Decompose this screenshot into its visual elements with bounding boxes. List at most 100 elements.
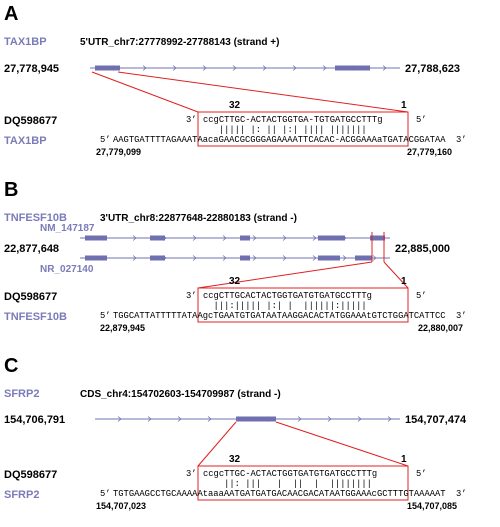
exon bbox=[85, 235, 107, 241]
strand-arrow bbox=[357, 416, 362, 422]
prime-label: 3’ bbox=[456, 489, 467, 499]
mirna-seq: ccgCTTGC-ACTACTGGTGA-TGTGATGCCTTTg bbox=[203, 115, 383, 125]
strand-arrow bbox=[292, 65, 297, 71]
exon bbox=[150, 255, 165, 261]
site-box bbox=[197, 287, 409, 323]
mirna-pos-start: 32 bbox=[229, 276, 241, 287]
end-coord: 154,707,474 bbox=[405, 414, 467, 426]
prime-label: 3’ bbox=[186, 469, 197, 479]
target-seq: TGTGAAGCCTGCAAAAAtaaaAATGATGATGACAACGACA… bbox=[113, 489, 446, 499]
exon bbox=[85, 255, 107, 261]
strand-arrow bbox=[222, 255, 227, 261]
pairing: |||:||||| |:| | ||||||:||||| bbox=[203, 301, 367, 311]
exon bbox=[236, 416, 276, 422]
strand-arrow bbox=[252, 255, 257, 261]
strand-arrow bbox=[177, 416, 182, 422]
strand-arrow bbox=[327, 416, 332, 422]
strand-arrow bbox=[207, 416, 212, 422]
exon bbox=[150, 235, 165, 241]
panel-letter: A bbox=[4, 3, 18, 25]
zoom-line bbox=[117, 71, 409, 113]
strand-arrow bbox=[117, 416, 122, 422]
prime-label: 5’ bbox=[100, 311, 111, 321]
strand-arrow bbox=[147, 416, 152, 422]
strand-arrow bbox=[342, 255, 347, 261]
target-end: 27,779,160 bbox=[407, 147, 452, 157]
strand-arrow bbox=[312, 255, 317, 261]
strand-arrow bbox=[132, 235, 137, 241]
site-box bbox=[197, 111, 409, 147]
target-end: 154,707,085 bbox=[407, 501, 457, 511]
target-seq: TGGCATTATTTTTATAAgcTGAATGTGATAATAAGGACAC… bbox=[113, 311, 446, 321]
target-gene: SFRP2 bbox=[4, 489, 39, 501]
strand-arrow bbox=[142, 65, 147, 71]
gene-name: SFRP2 bbox=[4, 388, 39, 400]
strand-arrow bbox=[282, 255, 287, 261]
end-coord: 27,788,623 bbox=[405, 63, 460, 75]
mirna-seq: ccgcTTGC-ACTACTGGTGATGTGATGCCTTTg bbox=[203, 469, 377, 479]
prime-label: 5’ bbox=[416, 291, 427, 301]
isoform-label: NR_027140 bbox=[40, 264, 94, 275]
exon bbox=[318, 255, 340, 261]
strand-arrow bbox=[297, 416, 302, 422]
exon bbox=[335, 65, 370, 71]
pairing: ||||| |: || |:| |||| ||||||| bbox=[203, 125, 367, 135]
region-label: CDS_chr4:154702603-154709987 (strand -) bbox=[80, 389, 281, 400]
prime-label: 3’ bbox=[456, 135, 467, 145]
prime-label: 5’ bbox=[100, 489, 111, 499]
region-label: 5'UTR_chr7:27778992-27788143 (strand +) bbox=[80, 37, 279, 48]
site-box bbox=[197, 465, 409, 501]
mirna-name: DQ598677 bbox=[4, 469, 57, 481]
zoom-line bbox=[197, 421, 237, 467]
prime-label: 3’ bbox=[186, 115, 197, 125]
strand-arrow bbox=[262, 65, 267, 71]
mirna-name: DQ598677 bbox=[4, 115, 57, 127]
strand-arrow bbox=[387, 416, 392, 422]
gene-name: TNFESF10B bbox=[4, 212, 67, 224]
mirna-pos-end: 1 bbox=[401, 276, 407, 287]
target-gene: TAX1BP bbox=[4, 135, 47, 147]
start-coord: 154,706,791 bbox=[4, 414, 65, 426]
exon bbox=[318, 235, 345, 241]
end-coord: 22,885,000 bbox=[395, 243, 450, 255]
prime-label: 3’ bbox=[456, 311, 467, 321]
prime-label: 5’ bbox=[100, 135, 111, 145]
strand-arrow bbox=[132, 255, 137, 261]
target-seq: AAGTGATTTTAGAAATAacaGAACGCGGGAGAAAATTCAC… bbox=[113, 135, 446, 145]
prime-label: 3’ bbox=[186, 291, 197, 301]
mirna-pos-end: 1 bbox=[401, 100, 407, 111]
strand-arrow bbox=[222, 235, 227, 241]
strand-arrow bbox=[172, 65, 177, 71]
start-coord: 27,778,945 bbox=[4, 63, 59, 75]
strand-arrow bbox=[252, 235, 257, 241]
zoom-line bbox=[91, 71, 199, 113]
exon bbox=[95, 65, 120, 71]
zoom-line bbox=[383, 261, 409, 289]
mirna-name: DQ598677 bbox=[4, 291, 57, 303]
target-gene: TNFESF10B bbox=[4, 311, 67, 323]
strand-arrow bbox=[372, 255, 377, 261]
mirna-pos-start: 32 bbox=[229, 100, 241, 111]
exon bbox=[240, 255, 250, 261]
strand-arrow bbox=[312, 235, 317, 241]
start-coord: 22,877,648 bbox=[4, 243, 59, 255]
strand-arrow bbox=[322, 65, 327, 71]
region-label: 3'UTR_chr8:22877648-22880183 (strand -) bbox=[100, 213, 297, 224]
prime-label: 5’ bbox=[416, 115, 427, 125]
panel-letter: B bbox=[4, 179, 18, 201]
isoform-label: NM_147187 bbox=[40, 223, 95, 234]
pairing: ||: ||| | || | |||||||| bbox=[203, 479, 372, 489]
exon bbox=[240, 235, 250, 241]
mirna-pos-start: 32 bbox=[229, 454, 241, 465]
strand-arrow bbox=[382, 65, 387, 71]
target-end: 22,880,007 bbox=[418, 323, 463, 333]
gene-name: TAX1BP bbox=[4, 36, 47, 48]
zoom-line bbox=[275, 421, 409, 467]
strand-arrow bbox=[192, 235, 197, 241]
strand-arrow bbox=[192, 255, 197, 261]
target-start: 154,707,023 bbox=[96, 501, 146, 511]
zoom-line bbox=[197, 261, 373, 289]
target-start: 27,779,099 bbox=[96, 147, 141, 157]
strand-arrow bbox=[282, 235, 287, 241]
